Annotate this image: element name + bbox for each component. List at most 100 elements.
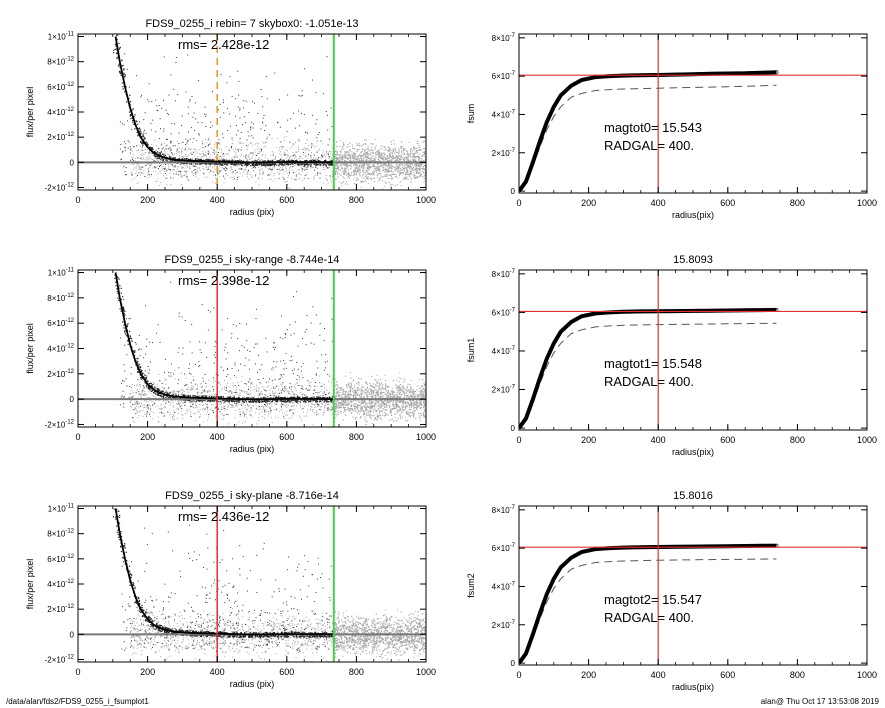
- data-point: [283, 159, 285, 161]
- noise-point: [384, 171, 386, 173]
- noise-point: [322, 150, 324, 152]
- noise-point: [325, 156, 327, 158]
- noise-point: [317, 392, 319, 394]
- noise-point: [353, 159, 355, 162]
- noise-point: [419, 387, 421, 389]
- noise-point: [245, 404, 247, 406]
- noise-point: [384, 175, 386, 177]
- noise-point: [404, 178, 406, 180]
- data-point: [113, 29, 114, 30]
- noise-point: [397, 155, 400, 157]
- noise-point: [421, 167, 423, 169]
- x-tick-label: 0: [75, 195, 80, 205]
- data-point: [127, 147, 129, 149]
- noise-point: [230, 169, 232, 171]
- noise-point: [323, 392, 325, 394]
- noise-point: [172, 154, 174, 156]
- noise-point: [355, 397, 357, 399]
- data-point: [183, 158, 185, 160]
- data-point: [307, 132, 309, 134]
- data-point: [277, 122, 279, 124]
- data-point: [127, 140, 129, 142]
- data-point: [197, 158, 199, 160]
- noise-point: [247, 146, 249, 148]
- data-point: [191, 153, 193, 155]
- noise-point: [165, 389, 167, 391]
- data-point: [202, 147, 204, 149]
- data-point: [265, 164, 267, 166]
- data-point: [152, 119, 154, 121]
- noise-point: [246, 176, 248, 178]
- noise-point: [392, 171, 394, 173]
- noise-point: [179, 156, 181, 158]
- noise-point: [359, 155, 361, 157]
- noise-point: [369, 166, 371, 169]
- noise-point: [275, 416, 277, 418]
- noise-point: [353, 171, 355, 174]
- data-point: [251, 135, 253, 137]
- data-point: [299, 155, 301, 157]
- noise-point: [148, 170, 150, 172]
- data-point: [245, 154, 247, 156]
- noise-point: [340, 158, 342, 161]
- noise-point: [418, 164, 420, 167]
- noise-point: [409, 175, 411, 178]
- noise-point: [295, 176, 297, 178]
- noise-point: [362, 175, 364, 177]
- noise-point: [407, 152, 409, 155]
- data-point: [122, 86, 124, 88]
- data-point: [181, 151, 183, 153]
- noise-point: [301, 168, 303, 170]
- noise-point: [177, 168, 179, 170]
- noise-point: [402, 154, 404, 156]
- noise-point: [169, 150, 171, 152]
- noise-point: [147, 172, 149, 174]
- noise-point: [407, 164, 409, 167]
- noise-point: [406, 164, 408, 166]
- noise-point: [374, 174, 376, 176]
- noise-point: [304, 142, 306, 144]
- noise-point: [418, 168, 420, 170]
- noise-point: [398, 167, 400, 169]
- data-point: [282, 159, 284, 161]
- noise-point: [271, 138, 273, 140]
- noise-point: [295, 395, 297, 397]
- noise-point: [317, 413, 319, 415]
- data-point: [231, 137, 233, 139]
- noise-point: [209, 139, 211, 141]
- data-point: [192, 116, 194, 118]
- noise-point: [144, 413, 146, 415]
- noise-point: [305, 414, 307, 416]
- data-point: [139, 121, 141, 123]
- noise-point: [235, 405, 237, 407]
- data-point: [301, 90, 303, 92]
- noise-point: [337, 160, 339, 162]
- noise-point: [152, 160, 154, 162]
- noise-point: [417, 156, 419, 158]
- noise-point: [146, 405, 148, 407]
- noise-point: [370, 149, 372, 151]
- noise-point: [149, 397, 151, 399]
- noise-point: [254, 389, 256, 391]
- noise-point: [386, 156, 389, 158]
- data-point: [197, 80, 199, 82]
- noise-point: [250, 386, 252, 388]
- data-point: [222, 159, 225, 161]
- noise-point: [258, 394, 260, 396]
- data-point: [240, 149, 242, 151]
- noise-point: [335, 160, 337, 162]
- noise-point: [379, 414, 381, 416]
- data-point: [249, 127, 251, 129]
- data-point: [219, 170, 221, 172]
- noise-point: [136, 162, 138, 164]
- noise-point: [396, 168, 398, 170]
- data-point: [189, 99, 191, 101]
- noise-point: [355, 163, 357, 165]
- noise-point: [221, 167, 223, 169]
- noise-point: [370, 178, 372, 181]
- noise-point: [372, 149, 374, 151]
- noise-point: [402, 149, 404, 151]
- noise-point: [309, 158, 311, 160]
- data-point: [199, 158, 201, 161]
- data-point: [195, 172, 197, 174]
